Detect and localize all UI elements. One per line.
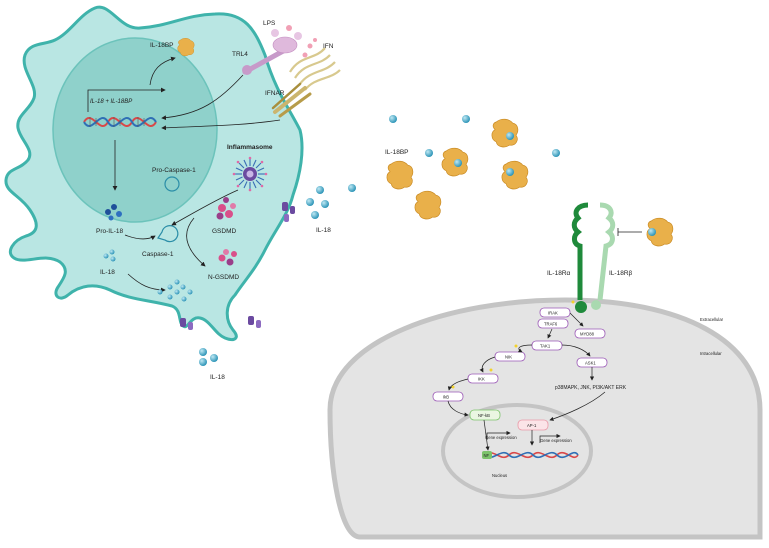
macrophage-nucleus — [52, 37, 218, 223]
il18r-alpha-label: IL-18Rα — [547, 270, 571, 277]
caspase-icon — [157, 225, 179, 243]
traf6-label: TRAF6 — [544, 322, 558, 327]
ikk-label: IKK — [478, 377, 485, 382]
nfkb-box — [469, 409, 501, 421]
il18bp-complexes — [386, 118, 529, 220]
target-nucleus — [441, 403, 593, 499]
il18-release-cluster — [157, 279, 193, 302]
il18-release-arrow — [127, 273, 166, 293]
nf-marker — [482, 451, 492, 459]
irak-label: IRAK — [548, 311, 558, 316]
gsdmd-label: GSDMD — [212, 228, 237, 235]
caspase-label: Caspase-1 — [142, 251, 174, 258]
tak1-box — [531, 340, 563, 351]
il18-icon — [103, 249, 116, 262]
myd88-label: MYD88 — [580, 332, 595, 337]
mapk-label: p38MAPK, JNK, PI3K/AKT ERK — [555, 385, 627, 391]
gsdmd-icon — [216, 197, 236, 220]
pro-il18-cleavage-arrow — [124, 234, 156, 241]
nfkb-label: NF-kB — [478, 413, 490, 418]
ifnar-signal-arrow — [161, 119, 281, 131]
phosphate-markers — [451, 300, 575, 389]
inflammasome-to-caspase-arrow — [171, 189, 239, 226]
signaling-cascade: IRAK TRAF6 MYD88 TAK1 NIK ASK1 IKK p38MA… — [432, 307, 627, 431]
ifn-label: IFN — [323, 43, 334, 50]
ifnar-label: IFNAR — [265, 90, 285, 97]
target-cell — [327, 297, 763, 540]
irak-box — [539, 307, 571, 318]
lps-icon — [271, 25, 317, 58]
trl4-label: TRL4 — [232, 51, 248, 58]
pro-caspase-label: Pro-Caspase-1 — [152, 167, 196, 174]
il18bp-mid-label: IL-18BP — [385, 149, 409, 156]
ikk-box — [467, 373, 499, 384]
intracellular-label: Intracellular — [700, 351, 722, 356]
transcription-arrow — [87, 87, 166, 112]
il18r-beta-label: IL-18Rβ — [609, 270, 633, 277]
ap1-label: AP-1 — [527, 423, 537, 428]
gsdmd-cleavage-arrow — [186, 217, 206, 267]
tlr4-signal-arrow — [161, 74, 244, 121]
il18-mid-cluster — [306, 184, 356, 219]
tak1-label: TAK1 — [540, 344, 551, 349]
il18-mid-label: IL-18 — [316, 227, 331, 234]
dna-icon — [83, 117, 157, 127]
free-il18-beads — [389, 115, 560, 157]
inflammasome-icon — [232, 156, 268, 192]
gsdmd-pores — [180, 202, 295, 330]
pro-il18-icon — [105, 204, 122, 221]
ifn-icon — [289, 47, 341, 91]
extracellular-label: Extracellular — [700, 317, 724, 322]
il18bp-export-arrow — [149, 56, 176, 86]
ap1-box — [517, 419, 549, 431]
il18bp-top-label: IL-18BP — [150, 42, 174, 49]
n-gsdmd-label: N-GSDMD — [208, 274, 239, 281]
il18-inside-label: IL-18 — [100, 269, 115, 276]
inflammasome-label: Inflammasome — [227, 144, 273, 151]
ikb-label: IkB — [443, 395, 449, 400]
gene-expr-1-label: Gene expression — [485, 435, 517, 440]
il18-bottom-label: IL-18 — [210, 374, 225, 381]
ifnar-icon — [271, 82, 312, 118]
pro-il18-label: Pro-IL-18 — [96, 228, 123, 235]
target-dna-icon: NF — [482, 451, 579, 459]
pro-caspase-icon — [164, 176, 180, 192]
svg-text:NF: NF — [484, 453, 490, 458]
nik-box — [494, 351, 526, 362]
ask1-label: ASK1 — [585, 361, 596, 366]
il18-bottom-cluster — [199, 348, 218, 366]
lps-label: LPS — [263, 20, 276, 27]
myd88-box — [574, 328, 606, 339]
nucleus-label: Nucleus — [492, 473, 507, 478]
traf6-box — [537, 318, 569, 329]
cascade-arrows — [447, 312, 606, 451]
receptor-icon — [571, 202, 616, 313]
nik-label: NIK — [505, 355, 512, 360]
gene-text: IL-18 + IL-18BP — [90, 99, 132, 105]
gene-expr-2-label: Gene expression — [540, 438, 572, 443]
n-gsdmd-icon — [218, 249, 237, 266]
